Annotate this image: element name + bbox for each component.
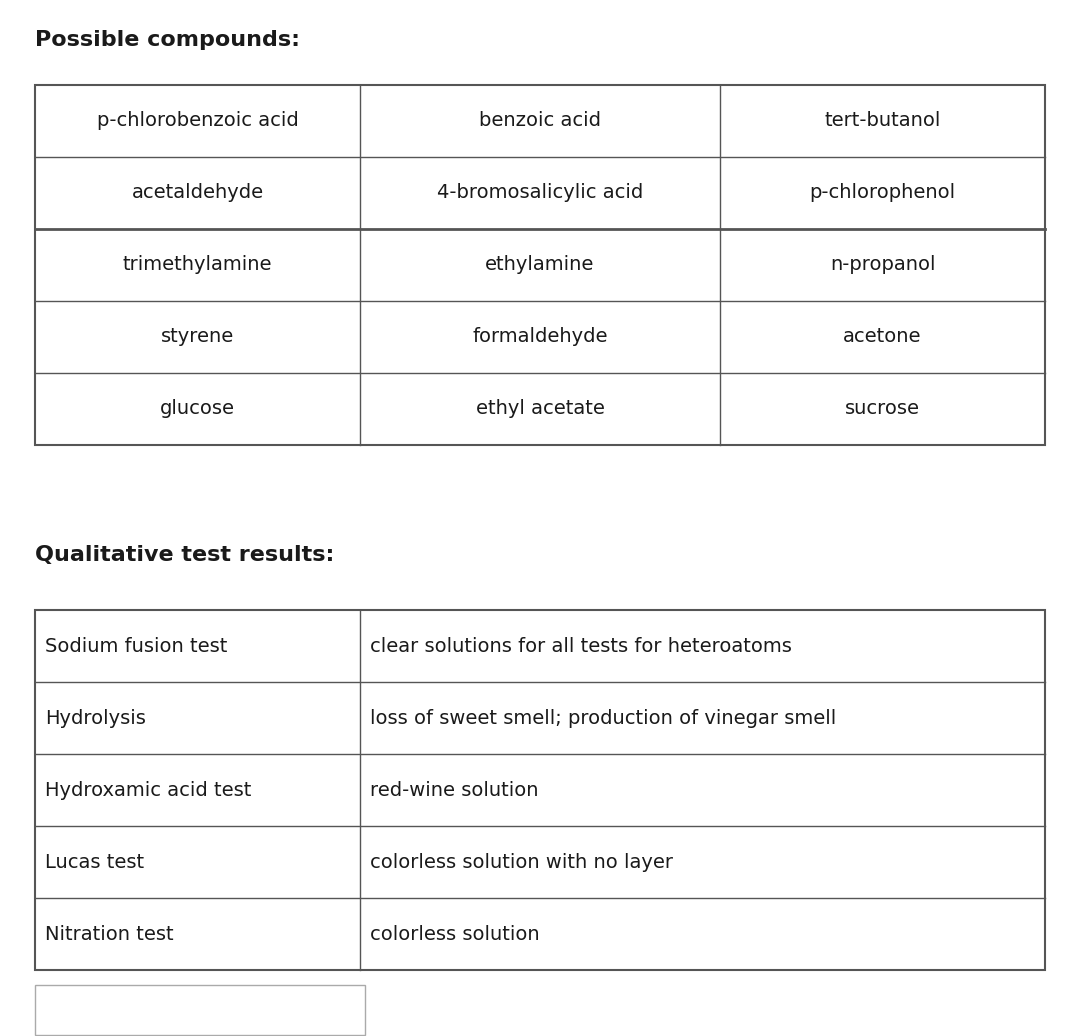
Text: sucrose: sucrose bbox=[845, 400, 920, 419]
Text: p-chlorobenzoic acid: p-chlorobenzoic acid bbox=[96, 112, 298, 131]
Text: Sodium fusion test: Sodium fusion test bbox=[45, 636, 228, 656]
Text: clear solutions for all tests for heteroatoms: clear solutions for all tests for hetero… bbox=[370, 636, 792, 656]
Bar bbox=[35, 985, 365, 1035]
Text: p-chlorophenol: p-chlorophenol bbox=[809, 183, 956, 202]
Text: Qualitative test results:: Qualitative test results: bbox=[35, 545, 335, 565]
Text: red-wine solution: red-wine solution bbox=[370, 780, 539, 800]
Text: loss of sweet smell; production of vinegar smell: loss of sweet smell; production of vineg… bbox=[370, 709, 836, 727]
Text: formaldehyde: formaldehyde bbox=[472, 327, 608, 346]
Text: ethylamine: ethylamine bbox=[485, 256, 595, 275]
Bar bbox=[35, 85, 1045, 445]
Text: colorless solution with no layer: colorless solution with no layer bbox=[370, 853, 673, 871]
Text: tert-butanol: tert-butanol bbox=[824, 112, 941, 131]
Text: trimethylamine: trimethylamine bbox=[123, 256, 272, 275]
Text: Hydrolysis: Hydrolysis bbox=[45, 709, 146, 727]
Text: n-propanol: n-propanol bbox=[829, 256, 935, 275]
Text: colorless solution: colorless solution bbox=[370, 924, 540, 944]
Text: styrene: styrene bbox=[161, 327, 234, 346]
Text: Hydroxamic acid test: Hydroxamic acid test bbox=[45, 780, 252, 800]
Text: 4-bromosalicylic acid: 4-bromosalicylic acid bbox=[437, 183, 643, 202]
Bar bbox=[35, 610, 1045, 970]
Text: acetaldehyde: acetaldehyde bbox=[132, 183, 264, 202]
Text: ethyl acetate: ethyl acetate bbox=[475, 400, 605, 419]
Text: Lucas test: Lucas test bbox=[45, 853, 144, 871]
Text: Possible compounds:: Possible compounds: bbox=[35, 30, 300, 50]
Text: benzoic acid: benzoic acid bbox=[480, 112, 600, 131]
Text: Nitration test: Nitration test bbox=[45, 924, 174, 944]
Text: glucose: glucose bbox=[160, 400, 235, 419]
Text: acetone: acetone bbox=[843, 327, 921, 346]
